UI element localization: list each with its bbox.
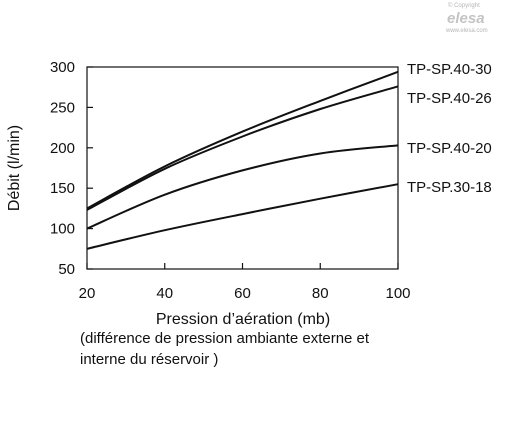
- series-label-tp-sp-40-26: TP-SP.40-26: [407, 90, 492, 107]
- watermark-logo: elesa: [447, 10, 485, 27]
- axis-note-line-2: interne du réservoir ): [80, 351, 218, 368]
- plot-area-frame: [86, 66, 399, 270]
- series-label-tp-sp-40-30: TP-SP.40-30: [407, 61, 492, 78]
- y-axis-title: Débit (l/min): [6, 125, 23, 211]
- x-tick-label: 100: [385, 285, 410, 302]
- y-tick-label: 100: [50, 221, 75, 238]
- series-line-tp-sp-40-26: [86, 85, 399, 211]
- x-tick-label: 60: [234, 285, 251, 302]
- legend: TP-SP.40-30 TP-SP.40-26 TP-SP.40-20 TP-SP.3…: [407, 61, 492, 196]
- axis-note-line-1: (différence de pression ambiante externe…: [80, 330, 370, 347]
- series-label-tp-sp-30-18: TP-SP.30-18: [407, 179, 492, 196]
- x-axis-title: Pression d’aération (mb): [156, 311, 330, 328]
- y-tick-label: 200: [50, 140, 75, 157]
- y-tick-label: 50: [58, 261, 75, 278]
- series-line-tp-sp-40-20: [86, 144, 399, 230]
- series-line-tp-sp-30-18: [86, 183, 399, 250]
- series-lines: [86, 70, 399, 250]
- watermark-copyright: © Copyright: [448, 2, 480, 9]
- y-tick-label: 300: [50, 59, 75, 76]
- y-tick-label: 250: [50, 99, 75, 116]
- series-line-tp-sp-40-30: [86, 70, 399, 210]
- y-axis: 50 100 150 200 250 300: [50, 59, 93, 278]
- x-tick-label: 80: [312, 285, 329, 302]
- watermark-url: www.elesa.com: [445, 28, 488, 34]
- series-label-tp-sp-40-20: TP-SP.40-20: [407, 140, 492, 157]
- y-tick-label: 150: [50, 180, 75, 197]
- x-axis: 20 40 60 80 100: [79, 263, 411, 302]
- x-tick-label: 40: [156, 285, 173, 302]
- watermark: © Copyright elesa www.elesa.com: [445, 2, 488, 34]
- x-tick-label: 20: [79, 285, 96, 302]
